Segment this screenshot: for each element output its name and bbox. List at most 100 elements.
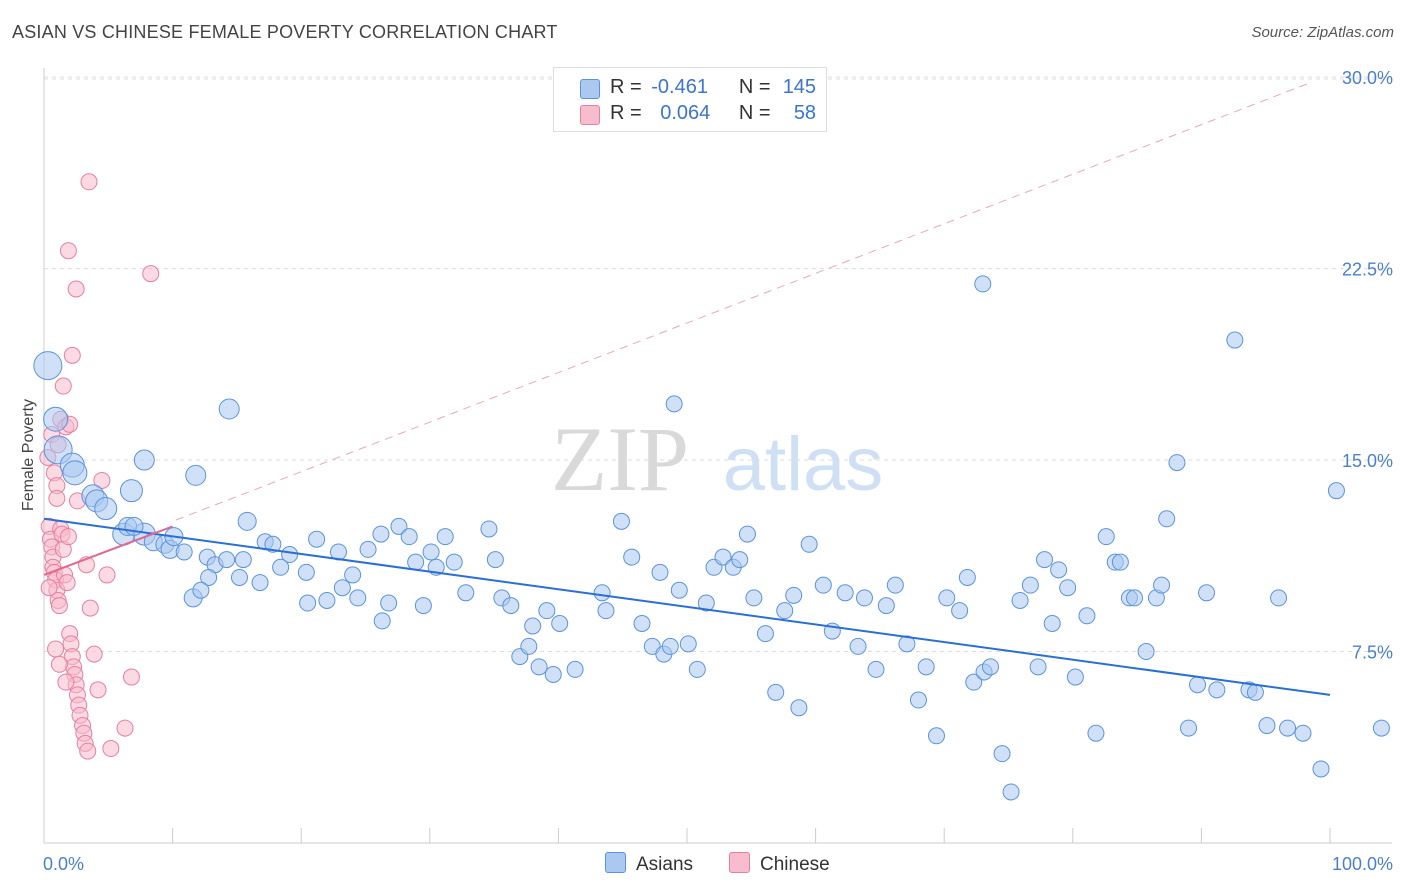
asian-point xyxy=(927,727,945,745)
asian-point xyxy=(1279,719,1297,737)
chinese-point xyxy=(47,640,65,658)
r-label: R = xyxy=(610,102,642,124)
asian-point xyxy=(237,511,257,531)
asian-point xyxy=(264,535,282,553)
asian-point xyxy=(1198,584,1216,602)
asian-point xyxy=(520,637,538,655)
asian-point xyxy=(909,691,927,709)
asian-point xyxy=(502,597,520,615)
asian-point xyxy=(1087,724,1105,742)
reference-diagonal xyxy=(175,81,1313,521)
x-tick-label: 100.0% xyxy=(1332,854,1393,874)
asian-point xyxy=(714,548,732,566)
asian-point xyxy=(688,660,706,678)
asian-point xyxy=(1066,668,1084,686)
asian-point xyxy=(1036,551,1054,569)
chinese-point xyxy=(50,655,68,673)
asian-point xyxy=(886,576,904,594)
asian-point xyxy=(218,398,240,420)
r-value: 0.064 xyxy=(660,102,711,124)
asian-point xyxy=(349,589,367,607)
asian-point xyxy=(1002,783,1020,801)
y-axis-label: Female Poverty xyxy=(20,399,37,511)
asian-point xyxy=(524,617,542,635)
reference-line xyxy=(175,81,1313,521)
asian-point xyxy=(785,586,803,604)
asian-point xyxy=(1097,528,1115,546)
asian-point xyxy=(965,673,983,691)
chinese-point xyxy=(89,681,107,699)
asian-point xyxy=(867,660,885,678)
asian-point xyxy=(1208,681,1226,699)
asian-point xyxy=(1270,589,1288,607)
asian-point xyxy=(1059,579,1077,597)
y-tick-label: 7.5% xyxy=(1352,643,1393,663)
asian-point xyxy=(1021,576,1039,594)
asian-point xyxy=(551,614,569,632)
asian-point xyxy=(62,460,88,486)
asian-point xyxy=(407,553,425,571)
chinese-point xyxy=(81,599,99,617)
asian-point xyxy=(1126,589,1144,607)
asian-point xyxy=(597,602,615,620)
chart-title: ASIAN VS CHINESE FEMALE POVERTY CORRELAT… xyxy=(12,22,558,42)
asian-point xyxy=(877,597,895,615)
chinese-point xyxy=(79,742,97,760)
asian-point xyxy=(593,584,611,602)
asian-point xyxy=(538,602,556,620)
asian-point xyxy=(33,351,63,381)
chinese-point xyxy=(57,673,75,691)
asian-point xyxy=(938,589,956,607)
asian-point xyxy=(665,395,683,413)
asian-point xyxy=(1137,643,1155,661)
asian-point xyxy=(651,563,669,581)
asian-point xyxy=(422,543,440,561)
asian-point xyxy=(1078,607,1096,625)
asian-point xyxy=(1153,576,1171,594)
bottom-legend-chinese: Chinese xyxy=(729,852,830,876)
asian-point xyxy=(1372,719,1390,737)
r-label: R = xyxy=(610,76,642,98)
asian-point xyxy=(1158,510,1176,528)
trend-lines xyxy=(43,517,1331,696)
asian-point xyxy=(119,479,143,503)
asian-point xyxy=(566,660,584,678)
asian-point xyxy=(230,568,248,586)
asian-point xyxy=(623,548,641,566)
asian-point xyxy=(308,530,326,548)
asian-point xyxy=(1011,591,1029,609)
asian-point xyxy=(1180,719,1198,737)
chinese-point xyxy=(54,377,72,395)
asian-point xyxy=(836,584,854,602)
asian-point xyxy=(1029,658,1047,676)
asian-point xyxy=(373,612,391,630)
chinese-point xyxy=(122,668,140,686)
asian-point xyxy=(756,625,774,643)
asian-point xyxy=(333,579,351,597)
asian-point xyxy=(1111,553,1129,571)
asian-point xyxy=(776,602,794,620)
y-tick-label: 22.5% xyxy=(1342,260,1393,280)
tick-labels: 7.5% 15.0% 22.5% 30.0% 0.0% 100.0% xyxy=(43,68,1393,874)
chinese-swatch xyxy=(580,105,600,125)
asian-point xyxy=(297,563,315,581)
asian-point xyxy=(814,576,832,594)
x-tick-label: 0.0% xyxy=(43,854,84,874)
asian-point xyxy=(958,568,976,586)
chinese-point xyxy=(116,719,134,737)
asian-point xyxy=(849,637,867,655)
asian-point xyxy=(1226,331,1244,349)
asian-point xyxy=(670,581,688,599)
asian-point xyxy=(218,551,236,569)
chinese-point xyxy=(48,489,66,507)
asian-point xyxy=(898,635,916,653)
asian-point xyxy=(400,528,418,546)
asian-point xyxy=(1258,717,1276,735)
asian-point xyxy=(790,699,808,717)
asian-point xyxy=(480,520,498,538)
asian-point xyxy=(738,525,756,543)
chinese-point xyxy=(50,597,68,615)
chinese-swatch xyxy=(729,852,750,873)
watermark-atlas: atlas xyxy=(723,422,884,507)
